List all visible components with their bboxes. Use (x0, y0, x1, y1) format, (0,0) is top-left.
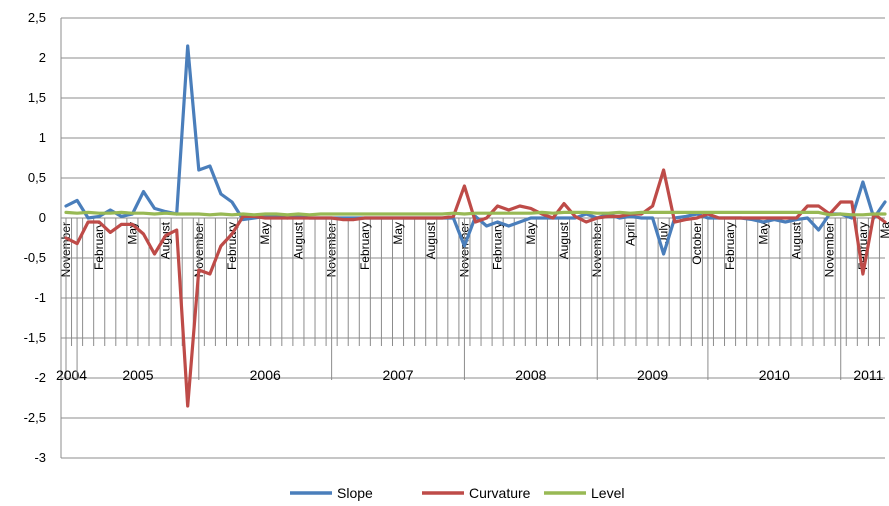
x-year-label: 2009 (637, 367, 668, 383)
x-month-label: May (756, 222, 770, 245)
x-month-label: February (491, 222, 505, 270)
x-month-label: November (823, 222, 837, 277)
x-year-label: 2007 (382, 367, 413, 383)
x-month-label: April (623, 222, 637, 246)
y-tick-label: -2 (34, 370, 46, 385)
y-tick-label: 2 (39, 50, 46, 65)
y-tick-label: 2,5 (28, 10, 46, 25)
x-month-label: February (723, 222, 737, 270)
y-tick-label: 1,5 (28, 90, 46, 105)
x-month-label: February (92, 222, 106, 270)
x-month-label: May (391, 222, 405, 245)
series-line-level (66, 212, 885, 214)
y-tick-label: -3 (34, 450, 46, 465)
legend-label-slope: Slope (337, 485, 373, 501)
x-month-label: August (789, 221, 803, 259)
legend: Slope Curvature Level (290, 485, 624, 501)
y-tick-label: -0,5 (24, 250, 46, 265)
x-month-label: August (159, 221, 173, 259)
y-tick-label: -1 (34, 290, 46, 305)
x-month-label: May (524, 222, 538, 245)
x-month-label: May (258, 222, 272, 245)
x-year-label: 2004 (56, 367, 87, 383)
x-year-label: 2011 (853, 367, 883, 383)
x-year-label: 2010 (759, 367, 790, 383)
x-year-label: 2006 (250, 367, 281, 383)
legend-label-curvature: Curvature (469, 485, 531, 501)
x-month-label: August (557, 221, 571, 259)
y-axis-tick-labels: -3 -2,5 -2 -1,5 -1 -0,5 0 0,5 1 1,5 2 2,5 (24, 10, 46, 465)
x-month-label: February (358, 222, 372, 270)
legend-label-level: Level (591, 485, 624, 501)
x-year-label: 2005 (122, 367, 153, 383)
y-tick-label: -1,5 (24, 330, 46, 345)
y-tick-label: 1 (39, 130, 46, 145)
x-month-label: August (291, 221, 305, 259)
x-month-label: August (424, 221, 438, 259)
y-tick-label: 0 (39, 210, 46, 225)
y-tick-label: 0,5 (28, 170, 46, 185)
y-tick-label: -2,5 (24, 410, 46, 425)
x-month-label: Ma (878, 222, 889, 239)
x-month-label: October (690, 222, 704, 265)
x-year-label: 2008 (515, 367, 546, 383)
